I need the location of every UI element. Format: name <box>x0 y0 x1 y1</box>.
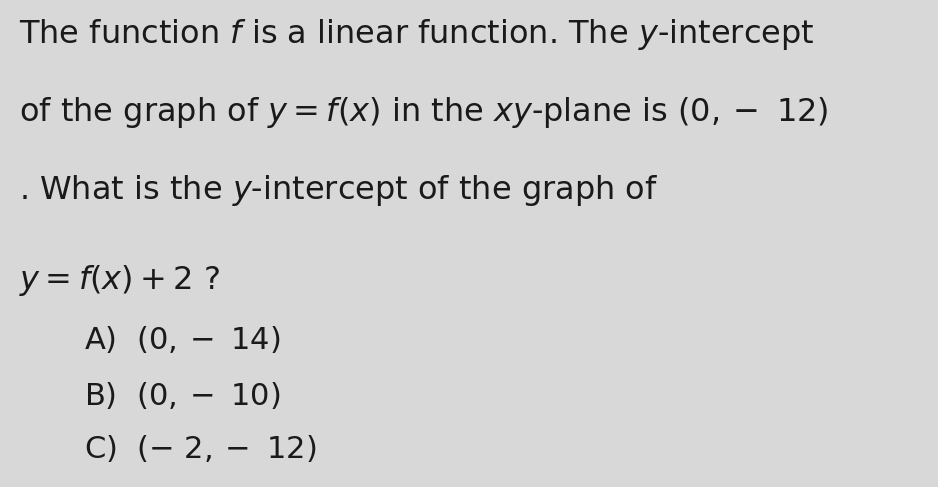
Text: B)  $(0,-\ 10)$: B) $(0,-\ 10)$ <box>84 380 281 411</box>
Text: $y = f(x) + 2\ ?$: $y = f(x) + 2\ ?$ <box>19 263 219 298</box>
Text: of the graph of $y = f(x)$ in the $xy$-plane is $(0,-\ 12)$: of the graph of $y = f(x)$ in the $xy$-p… <box>19 95 828 130</box>
Text: A)  $(0,-\ 14)$: A) $(0,-\ 14)$ <box>84 324 281 355</box>
Text: The function $f$ is a linear function. The $y$-intercept: The function $f$ is a linear function. T… <box>19 17 814 52</box>
Text: C)  $(-\ 2,-\ 12)$: C) $(-\ 2,-\ 12)$ <box>84 433 317 465</box>
Text: . What is the $y$-intercept of the graph of: . What is the $y$-intercept of the graph… <box>19 173 658 208</box>
